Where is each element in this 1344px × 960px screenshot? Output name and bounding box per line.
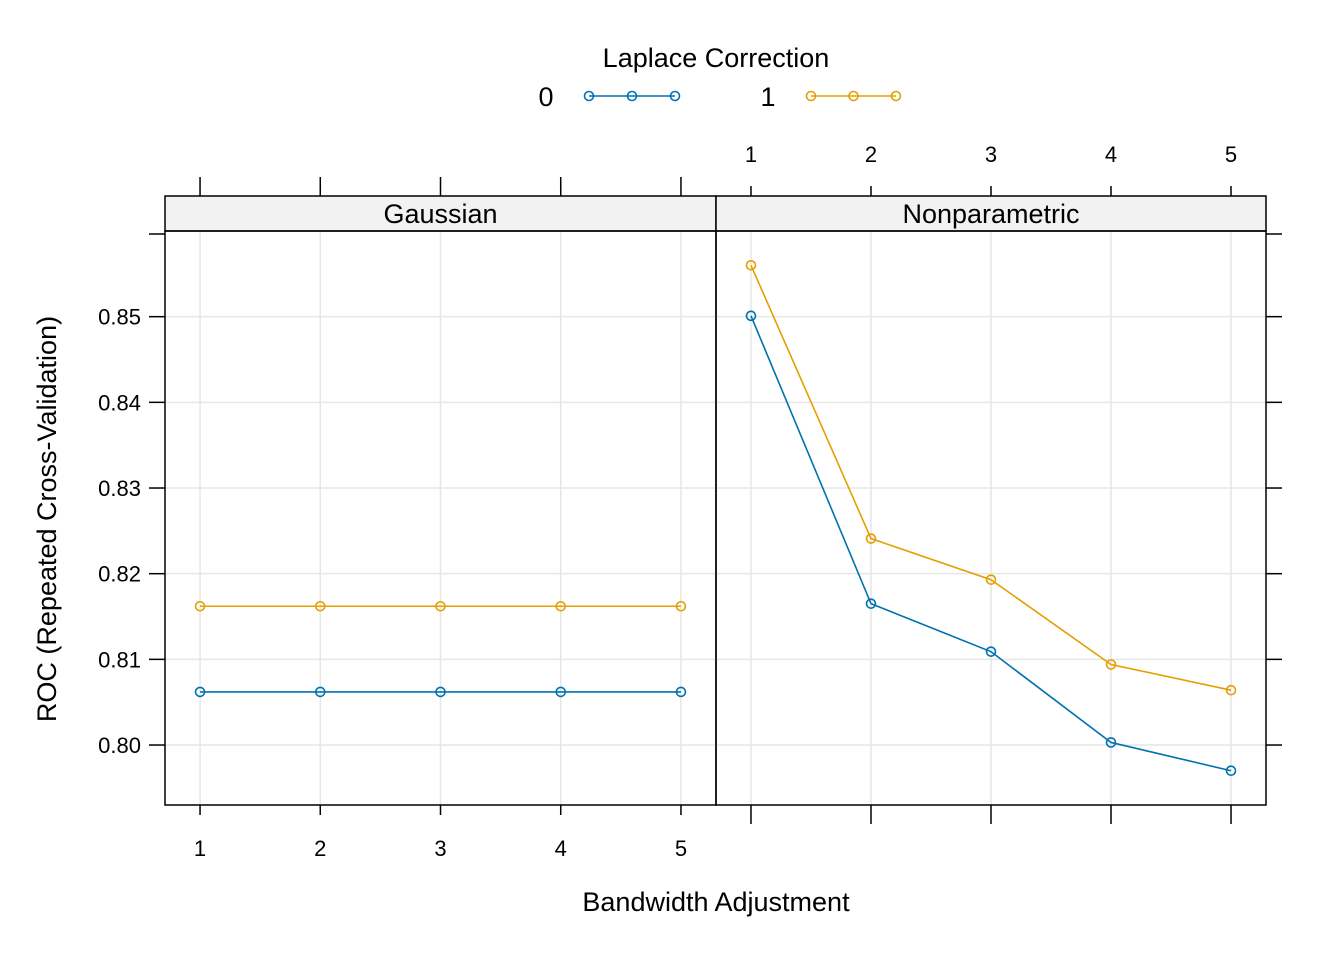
data-point xyxy=(985,574,997,585)
y-tick-label: 0.82 xyxy=(98,562,141,587)
y-tick-label: 0.85 xyxy=(98,305,141,330)
y-tick-label: 0.84 xyxy=(98,390,141,415)
y-tick-label: 0.80 xyxy=(98,733,141,758)
legend-label: 1 xyxy=(760,82,775,112)
data-point xyxy=(675,600,687,612)
series-1 xyxy=(194,600,687,612)
data-point xyxy=(555,600,567,612)
x-tick-label: 2 xyxy=(865,142,877,167)
data-point xyxy=(314,600,326,612)
strip xyxy=(715,195,1267,232)
series-line xyxy=(750,264,1232,691)
x-tick-label: 4 xyxy=(555,836,567,861)
legend-marker xyxy=(583,90,595,102)
data-point xyxy=(1225,684,1237,696)
data-point xyxy=(745,259,757,271)
legend-marker xyxy=(626,90,638,102)
data-point xyxy=(435,686,446,698)
data-point xyxy=(555,686,567,698)
strip-label: Gaussian xyxy=(383,199,497,229)
data-point xyxy=(1105,659,1117,670)
y-tick-label: 0.81 xyxy=(98,647,141,672)
data-point xyxy=(435,600,446,612)
x-tick-label: 1 xyxy=(745,142,757,167)
x-tick-label: 4 xyxy=(1105,142,1117,167)
data-point xyxy=(314,686,326,698)
y-axis-label: ROC (Repeated Cross-Validation) xyxy=(32,316,62,722)
series-0 xyxy=(745,310,1237,777)
data-point xyxy=(675,686,687,698)
data-point xyxy=(865,533,877,544)
series-line xyxy=(750,315,1232,772)
data-point xyxy=(745,310,757,322)
series-1 xyxy=(745,259,1237,696)
data-point xyxy=(1225,765,1237,777)
panel-nonparametric: Nonparametric 1 2 3 4 5 xyxy=(715,142,1282,824)
x-tick-label: 1 xyxy=(194,836,206,861)
data-point xyxy=(865,598,877,609)
legend-title: Laplace Correction xyxy=(603,43,830,73)
legend: Laplace Correction 0 1 xyxy=(538,43,902,112)
legend-entry-0: 0 xyxy=(538,82,681,112)
panel-gaussian: Gaussian 1 2 3 4 5 0.80 0.81 0.82 0.83 0.84 0.85 xyxy=(98,177,717,861)
data-point xyxy=(194,686,206,698)
data-point xyxy=(1105,737,1117,748)
x-tick-label: 3 xyxy=(434,836,446,861)
y-tick-label: 0.83 xyxy=(98,476,141,501)
legend-label: 0 xyxy=(538,82,553,112)
legend-entry-1: 1 xyxy=(760,82,902,112)
grid xyxy=(716,231,1266,805)
legend-marker xyxy=(669,90,681,102)
series-0 xyxy=(194,686,687,698)
strip-label: Nonparametric xyxy=(902,199,1079,229)
grid xyxy=(165,231,716,805)
legend-marker xyxy=(805,90,817,102)
data-point xyxy=(194,600,206,612)
data-point xyxy=(985,646,997,657)
x-axis-label: Bandwidth Adjustment xyxy=(582,887,850,917)
x-tick-label: 5 xyxy=(675,836,687,861)
legend-marker xyxy=(848,90,859,102)
x-tick-label: 3 xyxy=(985,142,997,167)
x-tick-label: 2 xyxy=(314,836,326,861)
x-tick-label: 5 xyxy=(1225,142,1237,167)
legend-marker xyxy=(890,90,902,102)
